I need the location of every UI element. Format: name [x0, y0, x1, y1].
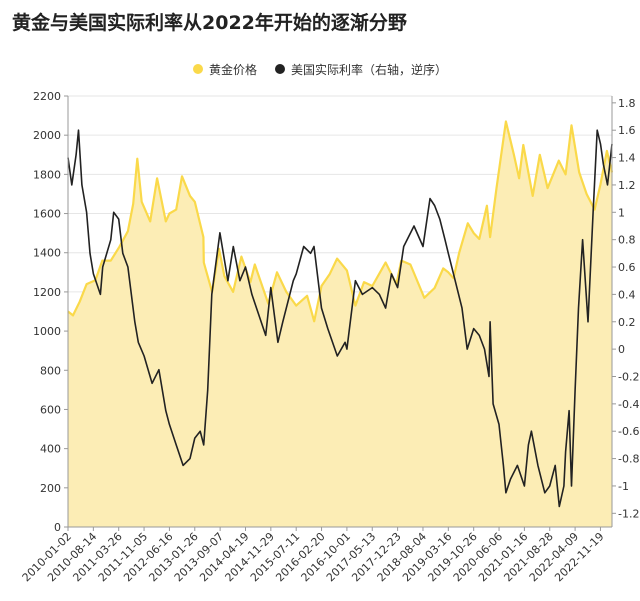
left-tick-label: 0: [54, 521, 61, 534]
real-rate-line: [67, 129, 613, 508]
right-tick-label: -0.2: [618, 370, 639, 383]
right-tick-label: 1: [618, 206, 625, 219]
right-tick-label: -0.8: [618, 453, 639, 466]
gold-legend-label: 黄金价格: [208, 62, 257, 77]
right-tick-label: 1.6: [618, 124, 636, 137]
left-tick-label: 1000: [33, 325, 61, 338]
left-tick-label: 200: [40, 482, 61, 495]
left-tick-label: 1800: [33, 168, 61, 181]
real-rate-legend-marker: [275, 64, 285, 74]
left-tick-label: 1600: [33, 208, 61, 221]
left-tick-label: 1200: [33, 286, 61, 299]
real-rate-line-series: [67, 129, 613, 508]
right-tick-label: 0: [618, 343, 625, 356]
right-tick-label: 0.4: [618, 288, 636, 301]
real-rate-legend-label: 美国实际利率（右轴，逆序）: [291, 62, 448, 77]
right-tick-label: 1.8: [618, 97, 636, 110]
legend-item-gold[interactable]: 黄金价格: [192, 61, 257, 78]
x-axis-ticks: 2010-01-022010-08-142011-03-262011-11-05…: [20, 527, 607, 584]
left-axis-ticks: 0 200 400 600 800 1000 1200 1400 1600 1800 2000 220…: [33, 90, 68, 534]
left-tick-label: 1400: [33, 247, 61, 260]
gold-area-series: [67, 120, 614, 527]
left-tick-label: 600: [40, 403, 61, 416]
gold-area-outline: [67, 120, 614, 323]
left-tick-label: 2000: [33, 129, 61, 142]
right-tick-label: 1.2: [618, 179, 636, 192]
right-tick-label: 0.2: [618, 316, 636, 329]
chart-legend: 黄金价格 美国实际利率（右轴，逆序）: [0, 58, 640, 80]
right-tick-label: -0.6: [618, 425, 639, 438]
right-tick-label: -1: [618, 480, 629, 493]
right-tick-label: 0.6: [618, 261, 636, 274]
legend-item-real-rate[interactable]: 美国实际利率（右轴，逆序）: [275, 61, 447, 78]
left-tick-label: 400: [40, 443, 61, 456]
right-tick-label: -0.4: [618, 398, 639, 411]
axes: [67, 96, 613, 528]
right-axis-ticks: 1.8 1.6 1.4 1.2 1 0.8 0.6 0.4 0.2 0 -0.2 -0.4 -0.6 -0…: [612, 97, 639, 520]
chart-title: 黄金与美国实际利率从2022年开始的逐渐分野: [12, 12, 407, 34]
gold-legend-marker: [192, 64, 203, 74]
left-tick-label: 800: [40, 364, 61, 377]
right-tick-label: 0.8: [618, 234, 636, 247]
gold-area-fill: [68, 121, 612, 527]
right-tick-label: -1.2: [618, 507, 639, 520]
left-tick-label: 2200: [33, 90, 61, 103]
right-tick-label: 1.4: [618, 152, 636, 165]
